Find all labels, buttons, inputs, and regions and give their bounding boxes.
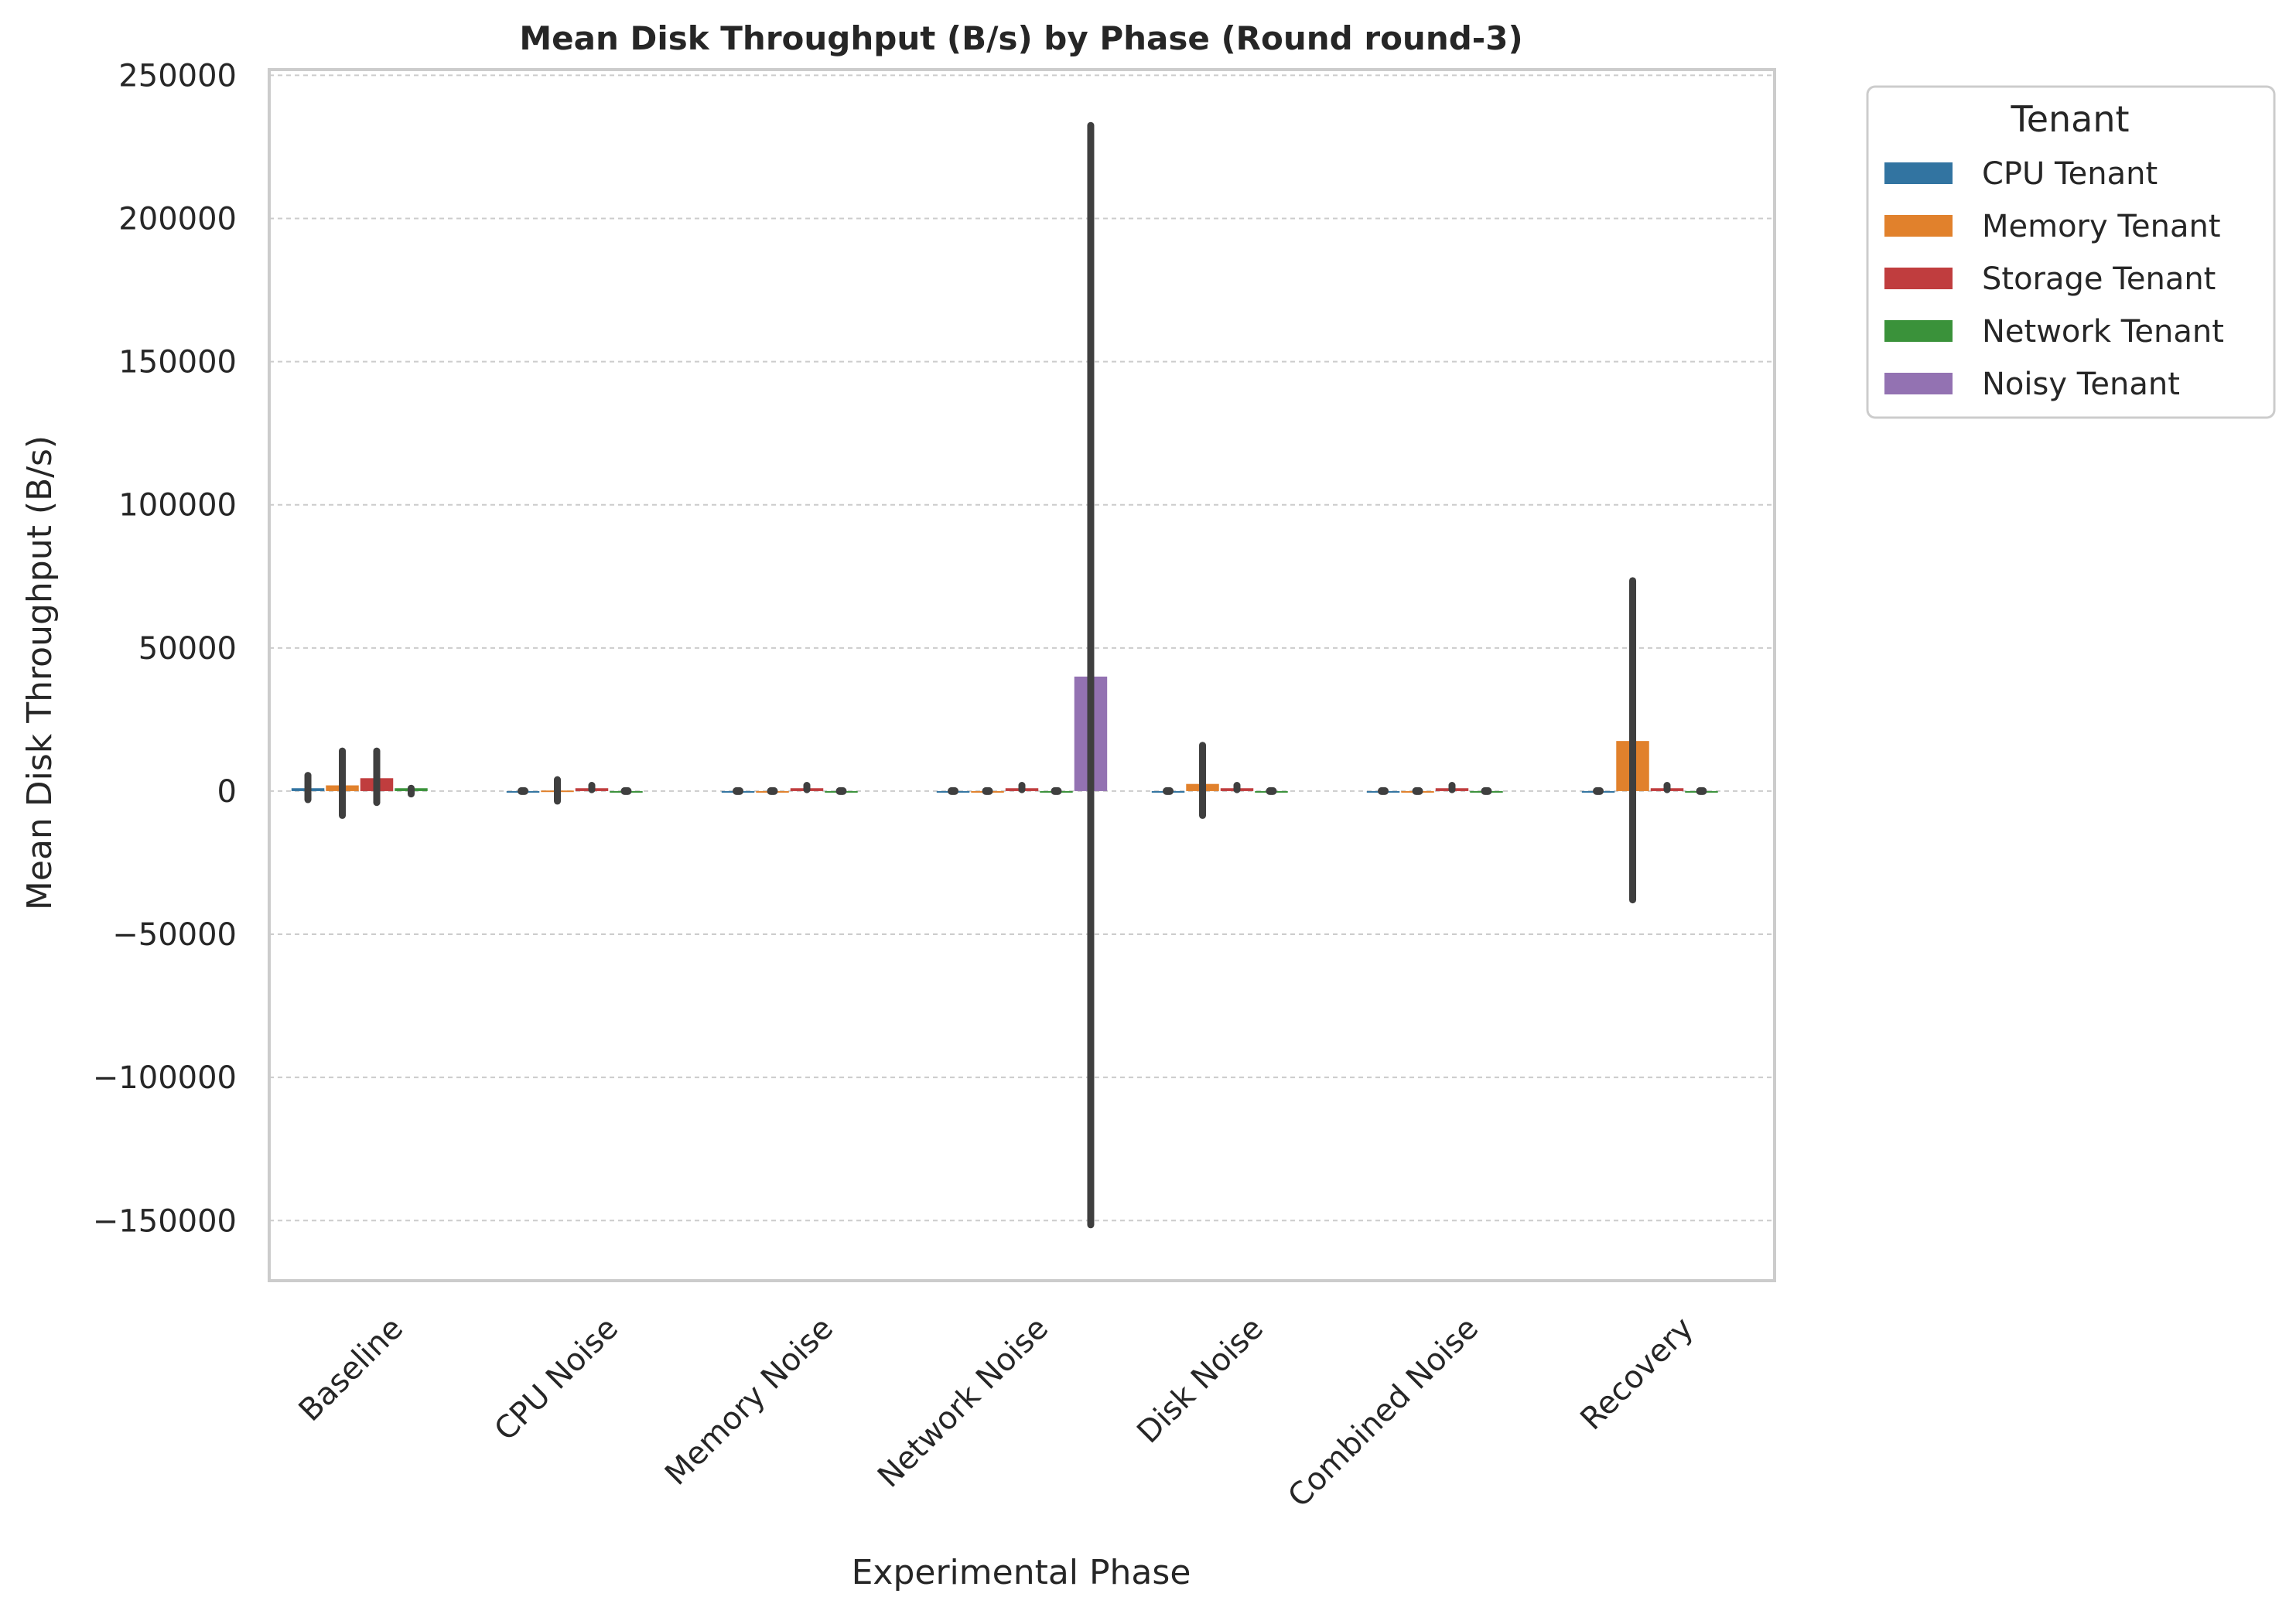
y-axis-ticks: −150000 −100000 −50000 0 50000 100000 150000 20…	[93, 58, 237, 1239]
error-bar	[835, 787, 847, 795]
error-bar	[1412, 787, 1423, 795]
x-axis-ticks: Baseline CPU Noise Memory Noise Network Noi…	[292, 1311, 1700, 1515]
legend-swatch	[1884, 162, 1953, 184]
error-bar	[733, 787, 744, 795]
legend-swatch	[1884, 373, 1953, 394]
y-tick-label: 100000	[118, 488, 237, 524]
error-bar	[1266, 787, 1277, 795]
error-bar	[1378, 787, 1389, 795]
error-bar	[767, 787, 778, 795]
chart-title: Mean Disk Throughput (B/s) by Phase (Rou…	[519, 19, 1522, 57]
grid-lines	[269, 74, 1775, 1222]
error-bar	[1593, 787, 1604, 795]
legend-swatch	[1884, 320, 1953, 342]
y-axis-label: Mean Disk Throughput (B/s)	[20, 435, 60, 910]
x-tick-label: Combined Noise	[1281, 1311, 1485, 1515]
legend: Tenant CPU Tenant Memory Tenant Storage Te…	[1866, 85, 2276, 419]
y-tick-label: 50000	[138, 631, 237, 667]
error-bar	[948, 787, 959, 795]
legend-swatch	[1884, 215, 1953, 237]
y-tick-label: −150000	[93, 1203, 237, 1239]
x-tick-label: Network Noise	[871, 1311, 1055, 1495]
plot-frame	[268, 68, 1776, 1282]
legend-label: Storage Tenant	[1982, 261, 2216, 297]
y-tick-label: 150000	[118, 345, 237, 380]
bars	[291, 676, 1718, 793]
legend-title: Tenant	[2010, 98, 2129, 140]
x-tick-label: Disk Noise	[1130, 1311, 1270, 1451]
y-tick-label: −50000	[112, 917, 237, 953]
error-bar	[1481, 787, 1492, 795]
legend-label: Noisy Tenant	[1982, 367, 2180, 402]
error-bar	[982, 787, 993, 795]
x-tick-label: CPU Noise	[488, 1311, 625, 1448]
error-bar	[1163, 787, 1174, 795]
legend-label: CPU Tenant	[1982, 156, 2158, 192]
y-tick-label: −100000	[93, 1060, 237, 1096]
legend-label: Network Tenant	[1982, 314, 2224, 350]
y-tick-label: 0	[217, 774, 237, 810]
x-tick-label: Memory Noise	[658, 1311, 840, 1493]
error-bar	[518, 787, 529, 795]
x-tick-label: Recovery	[1573, 1311, 1700, 1438]
legend-label: Memory Tenant	[1982, 209, 2221, 244]
legend-box	[1866, 85, 2276, 419]
x-axis-label: Experimental Phase	[852, 1553, 1191, 1592]
y-tick-label: 200000	[118, 202, 237, 237]
error-bar	[1051, 787, 1062, 795]
error-bars	[304, 121, 1707, 1229]
error-bar	[1696, 787, 1707, 795]
x-tick-label: Baseline	[292, 1311, 410, 1428]
legend-swatch	[1884, 268, 1953, 289]
y-tick-label: 250000	[118, 58, 237, 94]
error-bar	[620, 787, 632, 795]
legend-items: CPU Tenant Memory Tenant Storage Tenant Net…	[1884, 156, 2224, 402]
